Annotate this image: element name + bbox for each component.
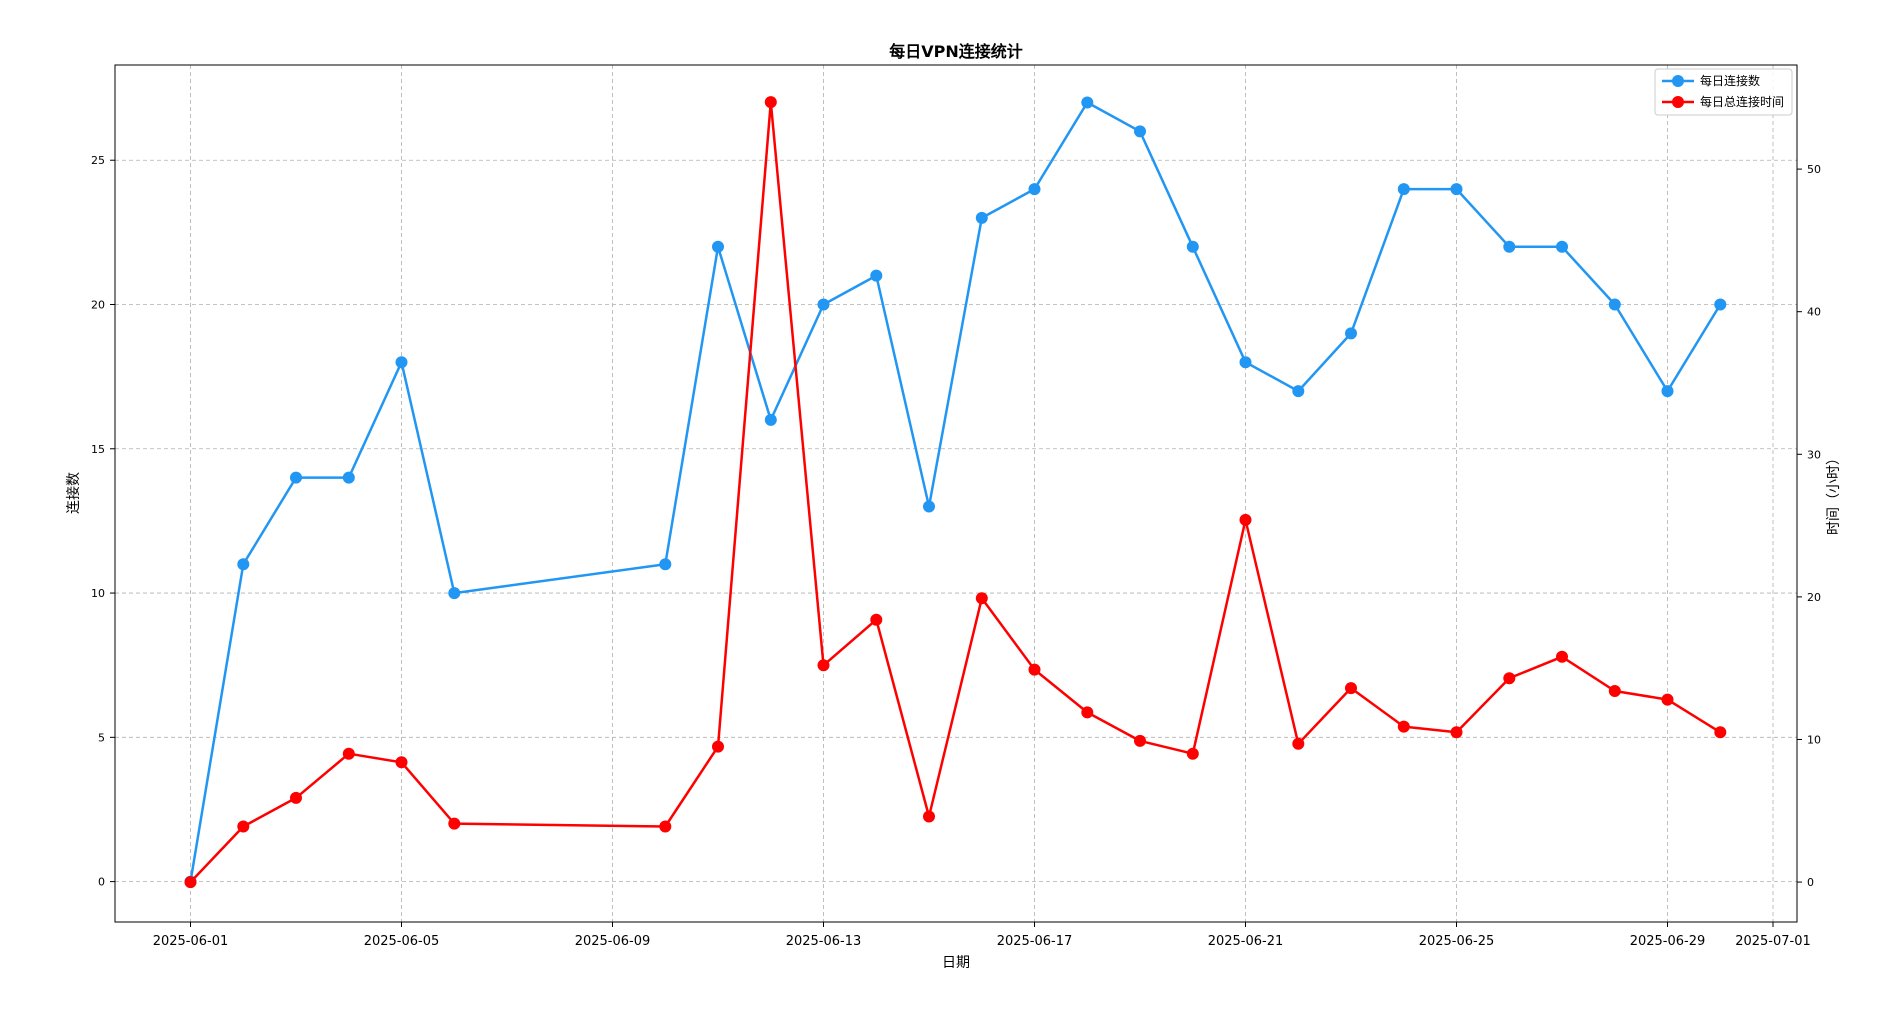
data-point-connections [1345, 327, 1357, 340]
data-point-connections [659, 558, 672, 571]
data-point-connections [1556, 240, 1568, 253]
data-point-duration [1239, 513, 1252, 526]
data-point-connections [290, 471, 302, 484]
legend: 每日连接数 每日总连接时间 [1654, 68, 1793, 116]
data-point-duration [184, 876, 197, 889]
x-axis-label: 日期 [942, 955, 970, 971]
data-point-duration [870, 613, 883, 626]
data-point-connections [975, 211, 988, 224]
y-right-tick-label: 20 [1807, 591, 1821, 604]
y-left-tick-label: 10 [91, 587, 105, 600]
data-point-duration [1134, 734, 1146, 747]
data-point-connections [712, 240, 724, 253]
data-point-duration [1661, 693, 1674, 706]
data-point-duration [1345, 682, 1357, 695]
ticks: 2025-06-01 2025-06-05 2025-06-09 2025-06-13… [91, 154, 1821, 949]
y-left-tick-label: 0 [98, 876, 105, 889]
legend-label-duration: 每日总连接时间 [1700, 94, 1784, 109]
y-left-tick-label: 25 [91, 154, 105, 167]
data-point-duration [290, 791, 302, 804]
x-tick-label: 2025-06-29 [1630, 934, 1706, 949]
data-point-connections [1081, 96, 1094, 109]
y-left-tick-label: 15 [91, 443, 105, 456]
data-point-connections [1397, 183, 1410, 196]
x-tick-label: 2025-06-13 [786, 934, 862, 949]
data-point-duration [1397, 720, 1410, 733]
x-tick-label: 2025-06-09 [575, 934, 651, 949]
legend-marker-duration [1672, 96, 1684, 108]
y-right-tick-label: 0 [1807, 876, 1814, 889]
data-point-connections [395, 356, 408, 369]
data-point-duration [1503, 672, 1516, 685]
data-point-connections [1661, 385, 1674, 398]
data-point-connections [1292, 385, 1305, 398]
data-point-connections [1450, 183, 1463, 196]
data-point-duration [975, 592, 988, 605]
y-left-tick-label: 20 [91, 298, 105, 311]
data-point-connections [342, 471, 355, 484]
data-point-connections [1608, 298, 1621, 311]
data-point-connections [237, 558, 250, 571]
y-left-tick-label: 5 [98, 731, 105, 744]
data-point-connections [1239, 356, 1252, 369]
legend-marker-connections [1672, 75, 1684, 87]
data-point-duration [817, 659, 830, 672]
data-point-duration [1450, 726, 1463, 739]
grid [115, 65, 1797, 922]
series [184, 96, 1727, 889]
data-point-duration [448, 817, 461, 830]
data-point-connections [1134, 125, 1146, 138]
data-point-duration [659, 820, 672, 833]
x-tick-label: 2025-06-25 [1419, 934, 1495, 949]
data-point-duration [1186, 747, 1199, 760]
y-right-tick-label: 50 [1807, 163, 1821, 176]
y-right-tick-label: 40 [1807, 306, 1821, 319]
x-tick-label: 2025-06-01 [153, 934, 229, 949]
data-point-connections [448, 587, 461, 600]
data-point-duration [237, 820, 250, 833]
data-point-connections [870, 269, 883, 282]
y-right-tick-label: 10 [1807, 733, 1821, 746]
data-point-connections [817, 298, 830, 311]
y-axis-label-right: 时间（小时） [1826, 451, 1842, 535]
data-point-duration [1608, 685, 1621, 697]
x-tick-label: 2025-07-01 [1735, 934, 1811, 949]
data-point-connections [1503, 240, 1516, 253]
data-point-connections [1714, 298, 1727, 311]
data-point-duration [923, 810, 935, 823]
data-point-duration [764, 96, 777, 109]
x-tick-label: 2025-06-05 [364, 934, 440, 949]
y-axis-label-left: 连接数 [65, 472, 82, 514]
data-point-duration [1714, 726, 1727, 739]
data-point-duration [1292, 737, 1305, 750]
data-point-connections [764, 413, 777, 426]
x-tick-label: 2025-06-17 [997, 934, 1073, 949]
plot-area-frame [114, 64, 1798, 923]
data-point-connections [923, 500, 935, 513]
chart-title: 每日VPN连接统计 [889, 42, 1023, 61]
data-point-duration [1081, 706, 1094, 719]
data-point-duration [342, 747, 355, 760]
data-point-duration [395, 756, 408, 769]
data-point-connections [1186, 240, 1199, 253]
data-point-connections [1028, 183, 1041, 196]
x-tick-label: 2025-06-21 [1208, 934, 1284, 949]
y-right-tick-label: 30 [1807, 448, 1821, 461]
data-point-duration [1556, 650, 1568, 663]
legend-label-connections: 每日连接数 [1700, 73, 1760, 88]
data-point-duration [712, 740, 724, 753]
data-point-duration [1028, 663, 1041, 676]
